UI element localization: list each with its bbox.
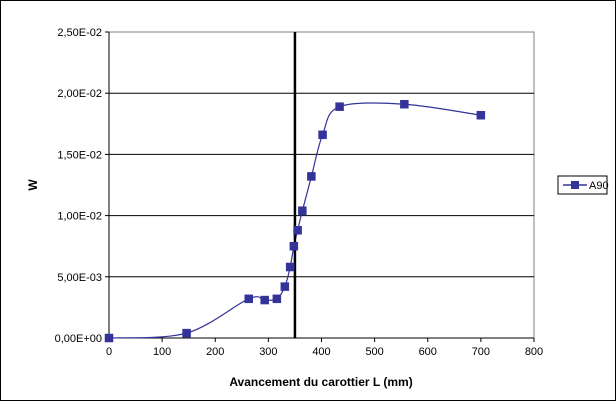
- data-point: [272, 294, 282, 304]
- x-tick-label: 500: [365, 346, 383, 358]
- y-tick-label: 1,00E-02: [57, 211, 102, 223]
- data-point: [104, 333, 114, 343]
- data-point: [280, 282, 290, 291]
- data-point: [285, 262, 295, 272]
- x-axis-title: Avancement du carottier L (mm): [229, 375, 412, 389]
- y-tick-label: 2,00E-02: [57, 88, 102, 100]
- legend-series-label: A90: [589, 180, 609, 192]
- data-point: [244, 294, 253, 304]
- data-point: [476, 110, 486, 120]
- data-point: [335, 102, 344, 111]
- y-tick-label: 0,00E+00: [55, 333, 102, 345]
- y-tick-label: 5,00E-03: [57, 272, 102, 284]
- x-tick-label: 600: [419, 346, 437, 358]
- data-point: [260, 295, 269, 305]
- data-point: [298, 206, 307, 215]
- y-axis: 0,00E+00 5,00E-03 1,00E-02 1,50E-02 2,00E-02…: [55, 27, 110, 345]
- x-tick-label: 0: [106, 346, 112, 358]
- x-tick-label: 100: [153, 346, 171, 358]
- legend-series-marker: [571, 181, 579, 189]
- data-point: [289, 241, 299, 251]
- y-tick-label: 2,50E-02: [57, 27, 102, 39]
- x-tick-label: 800: [525, 346, 543, 358]
- x-axis: 0 100 200 300 400 500 600 700 800: [106, 337, 543, 358]
- plot-area: [108, 31, 535, 339]
- data-point: [318, 130, 327, 140]
- data-point: [307, 172, 316, 181]
- data-point: [182, 328, 191, 338]
- y-tick-label: 1,50E-02: [57, 149, 102, 161]
- data-point: [293, 226, 302, 235]
- data-point: [400, 99, 409, 109]
- x-tick-label: 200: [206, 346, 224, 358]
- series-layer: [104, 32, 486, 343]
- x-tick-label: 300: [259, 346, 277, 358]
- legend: A90: [557, 175, 609, 195]
- x-tick-label: 700: [472, 346, 490, 358]
- x-tick-label: 400: [312, 346, 330, 358]
- y-axis-title: W: [26, 179, 40, 191]
- gridlines: [109, 92, 534, 278]
